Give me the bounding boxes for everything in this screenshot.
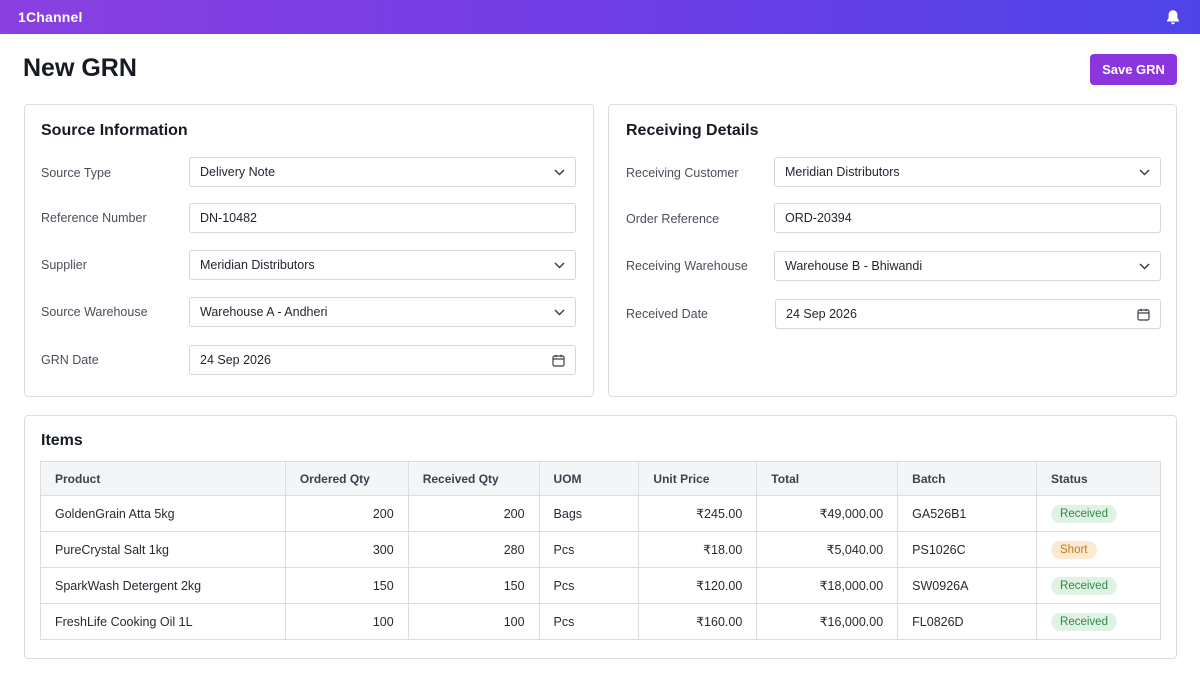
page-title: New GRN (23, 54, 137, 82)
column-header-received-qty[interactable]: Received Qty (407, 461, 540, 496)
order-reference-input[interactable]: ORD-20394 (774, 203, 1161, 233)
status-badge: Received (1051, 576, 1117, 595)
reference-number-input[interactable]: DN-10482 (189, 203, 576, 233)
receiving-customer-label: Receiving Customer (626, 166, 739, 180)
uom-cell: Pcs (538, 603, 640, 640)
supplier-value: Meridian Distributors (200, 258, 315, 272)
status-badge: Short (1051, 540, 1097, 559)
batch-cell: GA526B1 (897, 495, 1038, 532)
receiving-warehouse-label: Receiving Warehouse (626, 259, 748, 273)
top-bar: 1Channel (0, 0, 1200, 34)
product-cell: PureCrystal Salt 1kg (40, 531, 286, 568)
source-type-value: Delivery Note (200, 165, 276, 179)
uom-cell: Pcs (538, 567, 640, 604)
unit-price-cell: ₹160.00 (638, 603, 758, 640)
unit-price-cell: ₹245.00 (638, 495, 758, 532)
ordered-qty-cell: 200 (284, 495, 409, 532)
receiving-customer-select[interactable]: Meridian Distributors (774, 157, 1161, 187)
product-cell: GoldenGrain Atta 5kg (40, 495, 286, 532)
received-date-label: Received Date (626, 307, 708, 321)
received-date-value: 24 Sep 2026 (786, 307, 857, 321)
table-header-row: Product Ordered Qty Received Qty UOM Uni… (40, 461, 1161, 496)
column-header-unit-price[interactable]: Unit Price (638, 461, 758, 496)
product-cell: SparkWash Detergent 2kg (40, 567, 286, 604)
table-row[interactable]: FreshLife Cooking Oil 1L 100 100 Pcs ₹16… (40, 603, 1161, 640)
unit-price-cell: ₹120.00 (638, 567, 758, 604)
total-cell: ₹16,000.00 (756, 603, 899, 640)
status-cell: Received (1036, 495, 1161, 532)
ordered-qty-cell: 300 (284, 531, 409, 568)
calendar-icon[interactable] (552, 354, 565, 367)
batch-cell: SW0926A (897, 567, 1038, 604)
bell-icon[interactable] (1164, 8, 1182, 26)
received-qty-cell[interactable]: 200 (407, 495, 540, 532)
received-date-input[interactable]: 24 Sep 2026 (775, 299, 1161, 329)
total-cell: ₹49,000.00 (756, 495, 899, 532)
column-header-total[interactable]: Total (756, 461, 899, 496)
status-cell: Short (1036, 531, 1161, 568)
receiving-customer-value: Meridian Distributors (785, 165, 900, 179)
source-warehouse-select[interactable]: Warehouse A - Andheri (189, 297, 576, 327)
calendar-icon[interactable] (1137, 308, 1150, 321)
table-row[interactable]: GoldenGrain Atta 5kg 200 200 Bags ₹245.0… (40, 495, 1161, 532)
source-warehouse-value: Warehouse A - Andheri (200, 305, 328, 319)
chevron-down-icon (554, 308, 565, 316)
grn-date-label: GRN Date (41, 353, 99, 367)
receiving-warehouse-value: Warehouse B - Bhiwandi (785, 259, 923, 273)
total-cell: ₹5,040.00 (756, 531, 899, 568)
column-header-ordered-qty[interactable]: Ordered Qty (284, 461, 409, 496)
source-type-select[interactable]: Delivery Note (189, 157, 576, 187)
source-warehouse-label: Source Warehouse (41, 305, 148, 319)
ordered-qty-cell: 100 (284, 603, 409, 640)
source-information-card: Source Information Source Type Delivery … (24, 104, 594, 397)
unit-price-cell: ₹18.00 (638, 531, 758, 568)
batch-cell: FL0826D (897, 603, 1038, 640)
table-row[interactable]: PureCrystal Salt 1kg 300 280 Pcs ₹18.00 … (40, 531, 1161, 568)
reference-number-value: DN-10482 (200, 211, 257, 225)
ordered-qty-cell: 150 (284, 567, 409, 604)
status-badge: Received (1051, 612, 1117, 631)
order-reference-value: ORD-20394 (785, 211, 852, 225)
chevron-down-icon (554, 168, 565, 176)
order-reference-label: Order Reference (626, 212, 720, 226)
received-qty-cell[interactable]: 150 (407, 567, 540, 604)
chevron-down-icon (1139, 262, 1150, 270)
reference-number-label: Reference Number (41, 211, 147, 225)
supplier-label: Supplier (41, 258, 87, 272)
items-table: Product Ordered Qty Received Qty UOM Uni… (40, 461, 1161, 640)
total-cell: ₹18,000.00 (756, 567, 899, 604)
received-qty-cell[interactable]: 100 (407, 603, 540, 640)
save-grn-button[interactable]: Save GRN (1090, 54, 1177, 85)
app-brand[interactable]: 1Channel (18, 9, 83, 25)
uom-cell: Pcs (538, 531, 640, 568)
status-badge: Received (1051, 504, 1117, 523)
status-cell: Received (1036, 603, 1161, 640)
product-cell: FreshLife Cooking Oil 1L (40, 603, 286, 640)
items-title: Items (41, 432, 83, 449)
grn-date-value: 24 Sep 2026 (200, 353, 271, 367)
received-qty-cell[interactable]: 280 (407, 531, 540, 568)
column-header-product[interactable]: Product (40, 461, 286, 496)
receiving-details-title: Receiving Details (626, 122, 759, 139)
chevron-down-icon (554, 261, 565, 269)
uom-cell: Bags (538, 495, 640, 532)
chevron-down-icon (1139, 168, 1150, 176)
receiving-details-card: Receiving Details Receiving Customer Mer… (608, 104, 1177, 397)
column-header-status[interactable]: Status (1036, 461, 1161, 496)
batch-cell: PS1026C (897, 531, 1038, 568)
table-row[interactable]: SparkWash Detergent 2kg 150 150 Pcs ₹120… (40, 567, 1161, 604)
source-information-title: Source Information (41, 122, 188, 139)
source-type-label: Source Type (41, 166, 111, 180)
column-header-batch[interactable]: Batch (897, 461, 1038, 496)
column-header-uom[interactable]: UOM (538, 461, 640, 496)
supplier-select[interactable]: Meridian Distributors (189, 250, 576, 280)
status-cell: Received (1036, 567, 1161, 604)
receiving-warehouse-select[interactable]: Warehouse B - Bhiwandi (774, 251, 1161, 281)
grn-date-input[interactable]: 24 Sep 2026 (189, 345, 576, 375)
